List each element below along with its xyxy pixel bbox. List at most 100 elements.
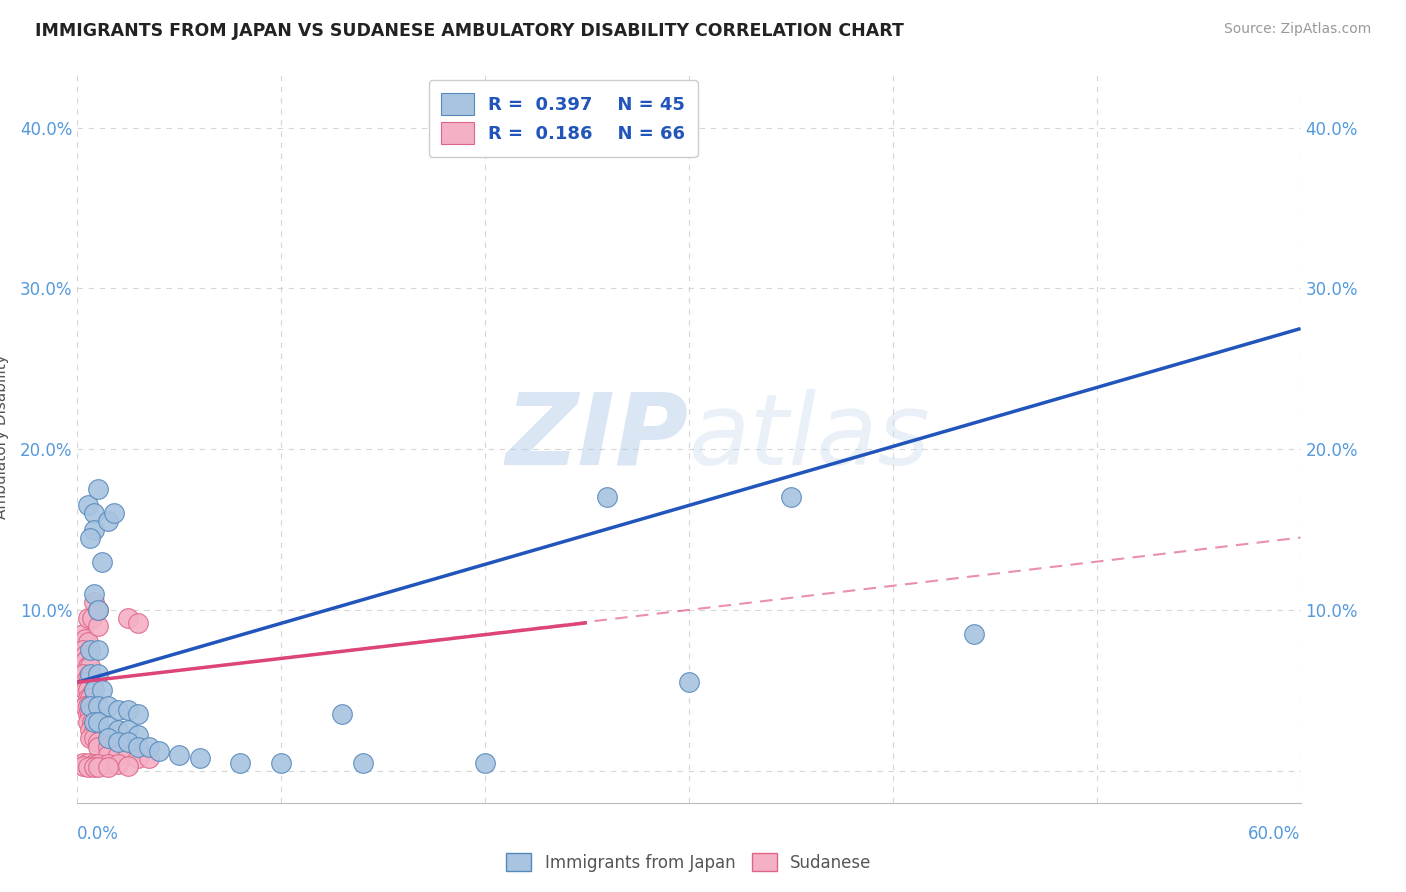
Point [83, 587, 105, 601]
Point [87, 483, 110, 497]
Point [229, 756, 252, 770]
Point [678, 675, 700, 690]
Point [72, 759, 94, 773]
Point [75, 683, 97, 698]
Point [97, 699, 120, 714]
Point [117, 702, 139, 716]
Point [148, 744, 170, 758]
Point [76, 760, 98, 774]
Point [75, 699, 97, 714]
Point [138, 739, 160, 754]
Point [117, 747, 139, 762]
Point [87, 643, 110, 657]
Point [76, 707, 98, 722]
Point [138, 751, 160, 765]
Point [780, 491, 803, 505]
Point [76, 756, 98, 770]
Point [76, 659, 98, 673]
Point [79, 691, 101, 706]
Point [107, 735, 129, 749]
Point [97, 739, 120, 754]
Point [76, 651, 98, 665]
Point [90, 683, 112, 698]
Point [79, 731, 101, 746]
Point [87, 715, 110, 730]
Point [79, 643, 101, 657]
Point [75, 632, 97, 646]
Point [80, 696, 103, 710]
Point [83, 715, 105, 730]
Point [107, 723, 129, 738]
Point [87, 712, 110, 726]
Point [76, 699, 98, 714]
Point [83, 507, 105, 521]
Point [963, 627, 986, 641]
Point [76, 670, 98, 684]
Point [87, 699, 110, 714]
Point [72, 667, 94, 681]
Point [107, 744, 129, 758]
Point [97, 515, 120, 529]
Point [76, 635, 98, 649]
Point [270, 756, 292, 770]
Point [97, 718, 120, 732]
Point [83, 523, 105, 537]
Point [79, 707, 101, 722]
Point [75, 675, 97, 690]
Point [97, 731, 120, 746]
Point [87, 619, 110, 633]
Point [87, 760, 110, 774]
Text: ZIP: ZIP [506, 389, 689, 485]
Point [128, 728, 150, 742]
Point [97, 760, 120, 774]
Point [87, 757, 110, 772]
Point [83, 760, 105, 774]
Point [128, 739, 150, 754]
Point [474, 756, 496, 770]
Point [79, 699, 101, 714]
Text: 0.0%: 0.0% [77, 825, 120, 843]
Point [75, 648, 97, 662]
Point [87, 603, 110, 617]
Point [128, 707, 150, 722]
Point [79, 723, 101, 738]
Point [103, 507, 125, 521]
Point [76, 611, 98, 625]
Point [76, 683, 98, 698]
Point [83, 683, 105, 698]
Point [79, 531, 101, 545]
Point [87, 728, 110, 742]
Point [76, 715, 98, 730]
Point [169, 747, 191, 762]
Point [83, 757, 105, 772]
Text: atlas: atlas [689, 389, 931, 485]
Point [79, 667, 101, 681]
Point [117, 735, 139, 749]
Point [87, 739, 110, 754]
Point [107, 757, 129, 772]
Point [79, 680, 101, 694]
Point [117, 759, 139, 773]
Point [83, 718, 105, 732]
Point [83, 723, 105, 738]
Text: Source: ZipAtlas.com: Source: ZipAtlas.com [1223, 22, 1371, 37]
Point [76, 691, 98, 706]
Point [107, 702, 129, 716]
Point [76, 675, 98, 690]
Point [117, 611, 139, 625]
Point [75, 654, 97, 668]
Legend: Immigrants from Japan, Sudanese: Immigrants from Japan, Sudanese [499, 847, 879, 879]
Point [128, 615, 150, 630]
Point [87, 718, 110, 732]
Point [596, 491, 619, 505]
Point [97, 735, 120, 749]
Point [80, 702, 103, 716]
Point [97, 757, 120, 772]
Point [97, 747, 120, 762]
Point [72, 627, 94, 641]
Text: IMMIGRANTS FROM JAPAN VS SUDANESE AMBULATORY DISABILITY CORRELATION CHART: IMMIGRANTS FROM JAPAN VS SUDANESE AMBULA… [35, 22, 904, 40]
Point [188, 751, 211, 765]
Point [107, 747, 129, 762]
Point [72, 643, 94, 657]
Point [79, 659, 101, 673]
